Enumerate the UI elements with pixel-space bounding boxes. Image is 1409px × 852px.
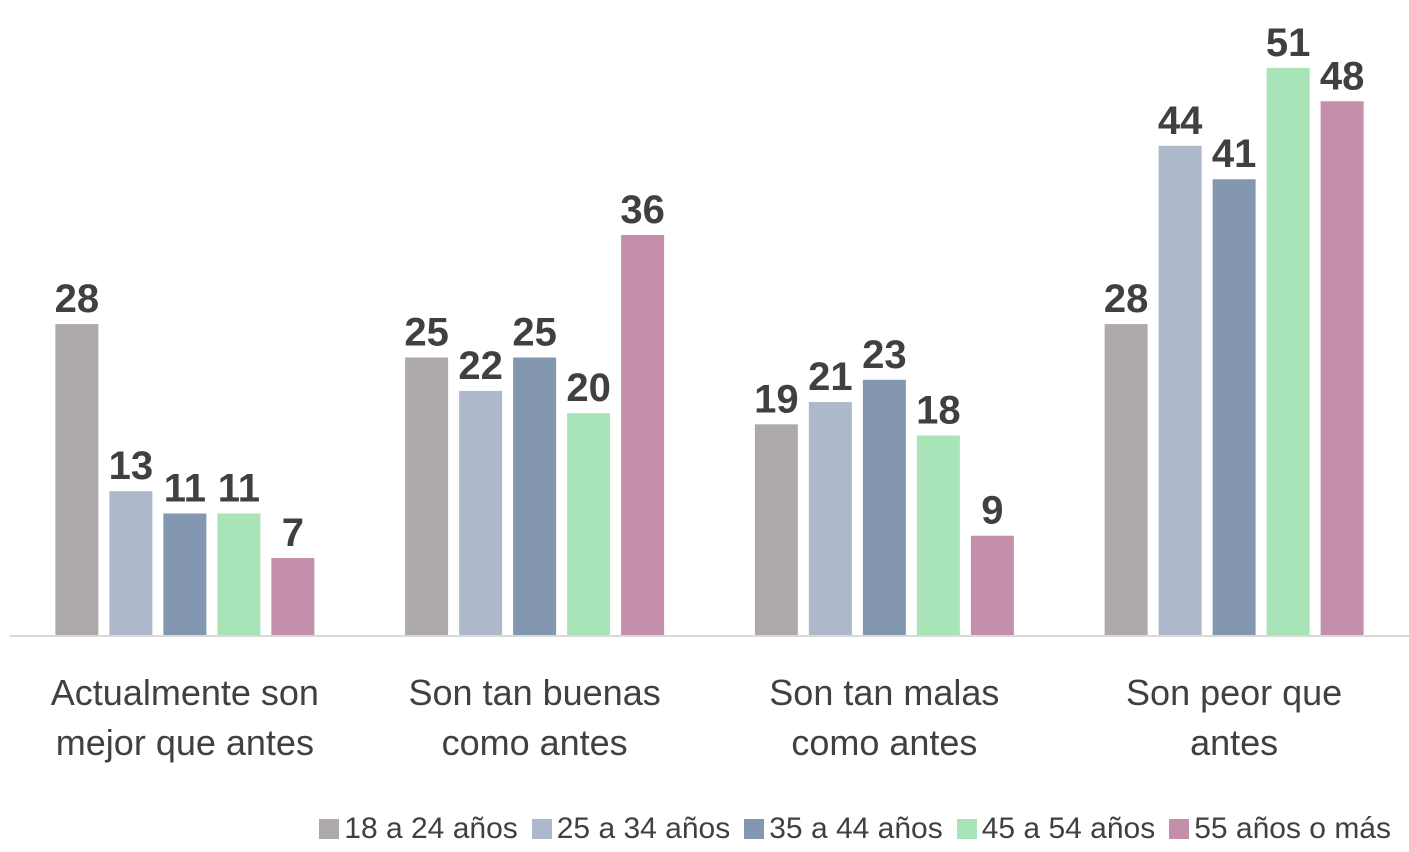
x-tick-label: Actualmente son mejor que antes [50,672,319,763]
legend-label: 55 años o más [1194,812,1391,845]
legend-item: 25 a 34 años [531,812,731,846]
legend: 18 a 24 años 25 a 34 años 35 a 44 años 45 a… [0,812,1409,846]
value-label: 13 [109,444,154,488]
bar [217,513,261,636]
bar [567,413,611,636]
value-label: 25 [404,310,449,354]
value-label: 25 [512,310,557,354]
bar [1212,179,1256,637]
bar [271,558,315,636]
bar [109,491,153,636]
value-label: 11 [218,466,260,510]
legend-label: 25 a 34 años [556,812,731,845]
value-label: 48 [1320,54,1365,98]
value-label: 21 [808,355,853,399]
value-label: 19 [754,377,799,421]
bar [405,357,449,636]
legend-swatch [744,819,765,839]
legend-item: 45 a 54 años [956,812,1156,846]
bar [513,357,557,636]
value-label: 28 [55,277,100,321]
bar [916,435,960,636]
bar [1320,101,1364,636]
value-label: 22 [458,344,503,388]
bar [1104,324,1148,636]
value-label: 28 [1104,277,1149,321]
legend-item: 18 a 24 años [319,812,518,846]
value-label: 11 [164,466,206,510]
legend-swatch [956,819,977,839]
bar [862,379,906,636]
value-label: 20 [566,366,611,410]
legend-label: 18 a 24 años [344,812,518,845]
legend-label: 45 a 54 años [981,812,1156,845]
x-tick-label: Son tan malas como antes [769,672,1000,763]
bar [163,513,207,636]
legend-swatch [531,819,552,839]
value-label: 7 [282,511,304,555]
legend-swatch [319,819,340,839]
x-tick-label: Son peor que antes [1126,672,1343,763]
value-label: 18 [916,388,961,432]
legend-item: 35 a 44 años [744,812,943,846]
value-label: 41 [1212,132,1257,176]
bar [1266,67,1310,636]
value-label: 36 [620,188,665,232]
bar [808,402,852,636]
bar [55,324,99,636]
value-label: 23 [862,333,907,377]
bar [754,424,798,636]
legend-label: 35 a 44 años [769,812,943,845]
value-label: 9 [981,489,1003,533]
value-label: 44 [1158,99,1203,143]
x-tick-label: Son tan buenas como antes [408,672,661,763]
value-label: 51 [1266,21,1311,65]
legend-item: 55 años o más [1169,812,1391,846]
bar [970,535,1014,636]
bar [621,234,665,636]
bar [459,390,503,636]
bar [1158,145,1202,636]
legend-swatch [1169,819,1190,839]
